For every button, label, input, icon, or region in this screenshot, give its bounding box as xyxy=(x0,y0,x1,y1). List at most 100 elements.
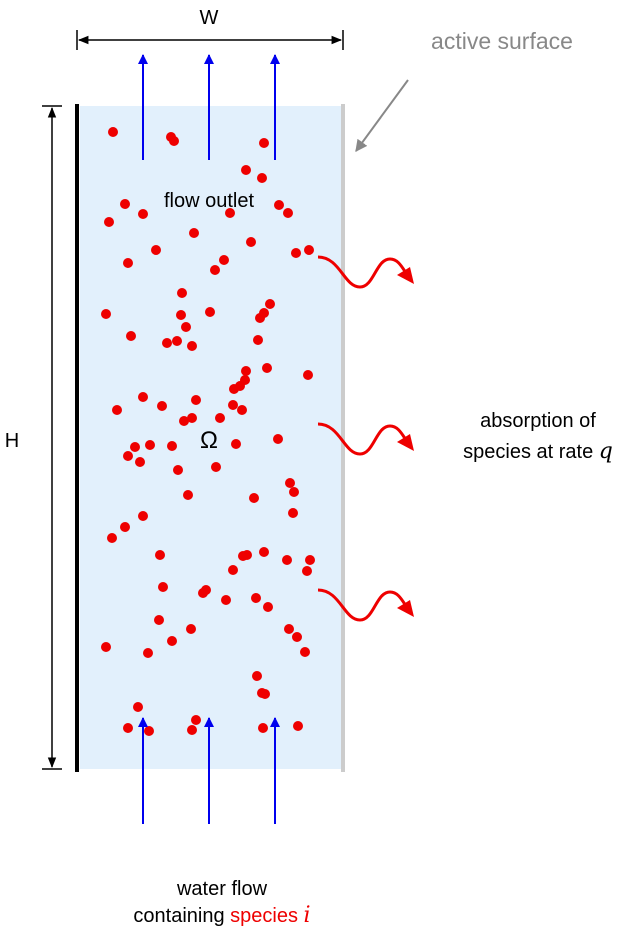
species-particle xyxy=(157,401,167,411)
species-particle xyxy=(101,309,111,319)
species-particle xyxy=(169,136,179,146)
species-particle xyxy=(198,588,208,598)
species-particle xyxy=(191,395,201,405)
absorption-prefix: species at rate xyxy=(463,441,599,463)
absorption-arrow xyxy=(317,422,414,456)
species-particle xyxy=(300,647,310,657)
species-particle xyxy=(183,490,193,500)
species-particle xyxy=(242,550,252,560)
flow-outlet-label: flow outlet xyxy=(164,190,254,212)
species-particle xyxy=(246,237,256,247)
species-particle xyxy=(138,392,148,402)
species-particle xyxy=(260,689,270,699)
species-particle xyxy=(130,442,140,452)
species-particle xyxy=(167,441,177,451)
species-particle xyxy=(138,511,148,521)
inlet-arrows xyxy=(138,717,280,824)
species-particle xyxy=(120,522,130,532)
species-particle xyxy=(255,313,265,323)
species-particle xyxy=(187,341,197,351)
species-particle xyxy=(304,245,314,255)
active-surface-pointer xyxy=(355,79,409,152)
species-particle xyxy=(284,624,294,634)
species-particle xyxy=(283,208,293,218)
species-particle xyxy=(225,208,235,218)
species-particle xyxy=(263,602,273,612)
absorption-label-line1: absorption of xyxy=(480,410,596,432)
species-particle xyxy=(228,400,238,410)
species-particle xyxy=(101,642,111,652)
species-particles xyxy=(101,127,315,736)
absorption-label-line2: species at rate q xyxy=(463,439,613,464)
species-particle xyxy=(241,165,251,175)
species-particle xyxy=(240,375,250,385)
species-particle xyxy=(167,636,177,646)
species-particle xyxy=(123,451,133,461)
species-particle xyxy=(302,566,312,576)
species-particle xyxy=(259,547,269,557)
species-particle xyxy=(303,370,313,380)
species-particle xyxy=(265,299,275,309)
species-particle xyxy=(228,565,238,575)
species-particle xyxy=(123,723,133,733)
species-particle xyxy=(285,478,295,488)
absorption-arrows xyxy=(317,255,414,622)
species-particle xyxy=(219,255,229,265)
species-particle xyxy=(126,331,136,341)
species-particle xyxy=(173,465,183,475)
species-particle xyxy=(229,384,239,394)
species-particle xyxy=(251,593,261,603)
species-particle xyxy=(123,258,133,268)
species-particle xyxy=(305,555,315,565)
domain-omega-label: Ω xyxy=(200,427,218,454)
species-word: species xyxy=(230,905,303,927)
species-particle xyxy=(249,493,259,503)
species-particle xyxy=(181,322,191,332)
water-flow-label-line2: containing species i xyxy=(133,903,310,928)
species-particle xyxy=(143,648,153,658)
species-particle xyxy=(189,228,199,238)
species-particle xyxy=(257,173,267,183)
species-particle xyxy=(282,555,292,565)
species-particle xyxy=(292,632,302,642)
species-particle xyxy=(205,307,215,317)
species-particle xyxy=(273,434,283,444)
species-particle xyxy=(172,336,182,346)
active-surface-label: active surface xyxy=(431,28,573,54)
width-dimension xyxy=(76,30,344,50)
absorption-arrow xyxy=(317,588,414,622)
species-particle xyxy=(289,487,299,497)
species-particle xyxy=(154,615,164,625)
species-particle xyxy=(293,721,303,731)
species-particle xyxy=(176,310,186,320)
rate-symbol: q xyxy=(599,439,613,464)
species-particle xyxy=(135,457,145,467)
species-particle xyxy=(108,127,118,137)
absorption-arrow xyxy=(317,255,414,289)
species-particle xyxy=(252,671,262,681)
species-particle xyxy=(155,550,165,560)
outlet-arrows xyxy=(138,54,280,160)
species-particle xyxy=(112,405,122,415)
width-label: W xyxy=(200,7,219,29)
species-particle xyxy=(291,248,301,258)
species-particle xyxy=(162,338,172,348)
species-particle xyxy=(221,595,231,605)
species-particle xyxy=(187,725,197,735)
species-particle xyxy=(107,533,117,543)
species-particle xyxy=(191,715,201,725)
species-particle xyxy=(241,366,251,376)
species-particle xyxy=(253,335,263,345)
species-particle xyxy=(288,508,298,518)
domain-region xyxy=(80,106,343,769)
species-particle xyxy=(210,265,220,275)
species-particle xyxy=(274,200,284,210)
species-particle xyxy=(187,413,197,423)
species-particle xyxy=(120,199,130,209)
containing-word: containing xyxy=(133,905,230,927)
species-particle xyxy=(215,413,225,423)
species-particle xyxy=(133,702,143,712)
species-particle xyxy=(237,405,247,415)
species-particle xyxy=(104,217,114,227)
